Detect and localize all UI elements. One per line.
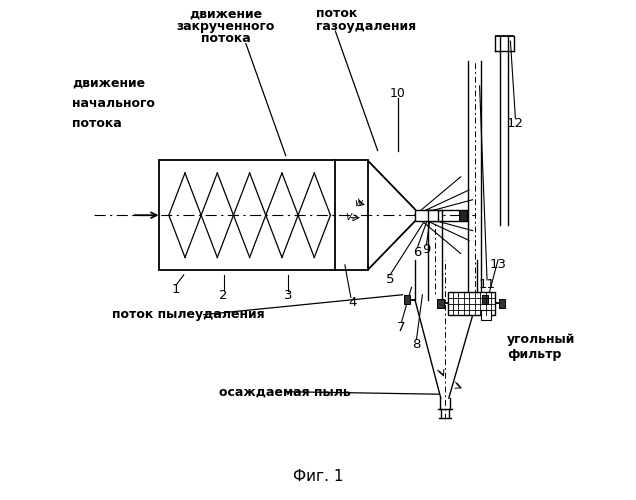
Bar <box>159 160 368 270</box>
Bar <box>428 210 438 220</box>
Text: 2: 2 <box>219 289 228 302</box>
Text: Фиг. 1: Фиг. 1 <box>293 468 343 483</box>
Text: 5: 5 <box>386 274 394 286</box>
Bar <box>415 210 429 220</box>
Text: движение: движение <box>72 77 145 90</box>
Text: движение: движение <box>190 8 263 20</box>
Text: закрученного: закрученного <box>177 20 275 33</box>
Text: 1: 1 <box>172 284 181 296</box>
Text: угольный: угольный <box>507 333 576 346</box>
Text: w: w <box>354 198 362 208</box>
Text: потока: потока <box>201 32 251 45</box>
Text: 13: 13 <box>490 258 506 272</box>
Text: потока: потока <box>72 116 121 130</box>
Text: 6: 6 <box>413 246 422 259</box>
Text: 12: 12 <box>507 116 524 130</box>
Bar <box>438 298 444 308</box>
Text: 7: 7 <box>398 320 406 334</box>
Text: 4: 4 <box>349 296 357 308</box>
Bar <box>448 292 495 314</box>
Text: поток: поток <box>315 8 357 20</box>
Bar <box>499 298 506 308</box>
Text: начального: начального <box>72 97 155 110</box>
Text: 9: 9 <box>422 244 431 256</box>
Text: фильтр: фильтр <box>507 348 562 361</box>
Text: 3: 3 <box>284 289 293 302</box>
Bar <box>481 295 488 304</box>
Text: 11: 11 <box>478 278 495 291</box>
Text: поток пылеудаления: поток пылеудаления <box>112 308 265 321</box>
Bar <box>459 210 467 220</box>
Text: газоудаления: газоудаления <box>315 20 416 33</box>
Bar <box>481 310 491 320</box>
Text: осаждаемая пыль: осаждаемая пыль <box>219 385 350 398</box>
Text: $V_r$: $V_r$ <box>345 212 356 224</box>
Text: 8: 8 <box>412 338 420 351</box>
Bar <box>404 295 410 304</box>
Text: 10: 10 <box>390 87 406 100</box>
